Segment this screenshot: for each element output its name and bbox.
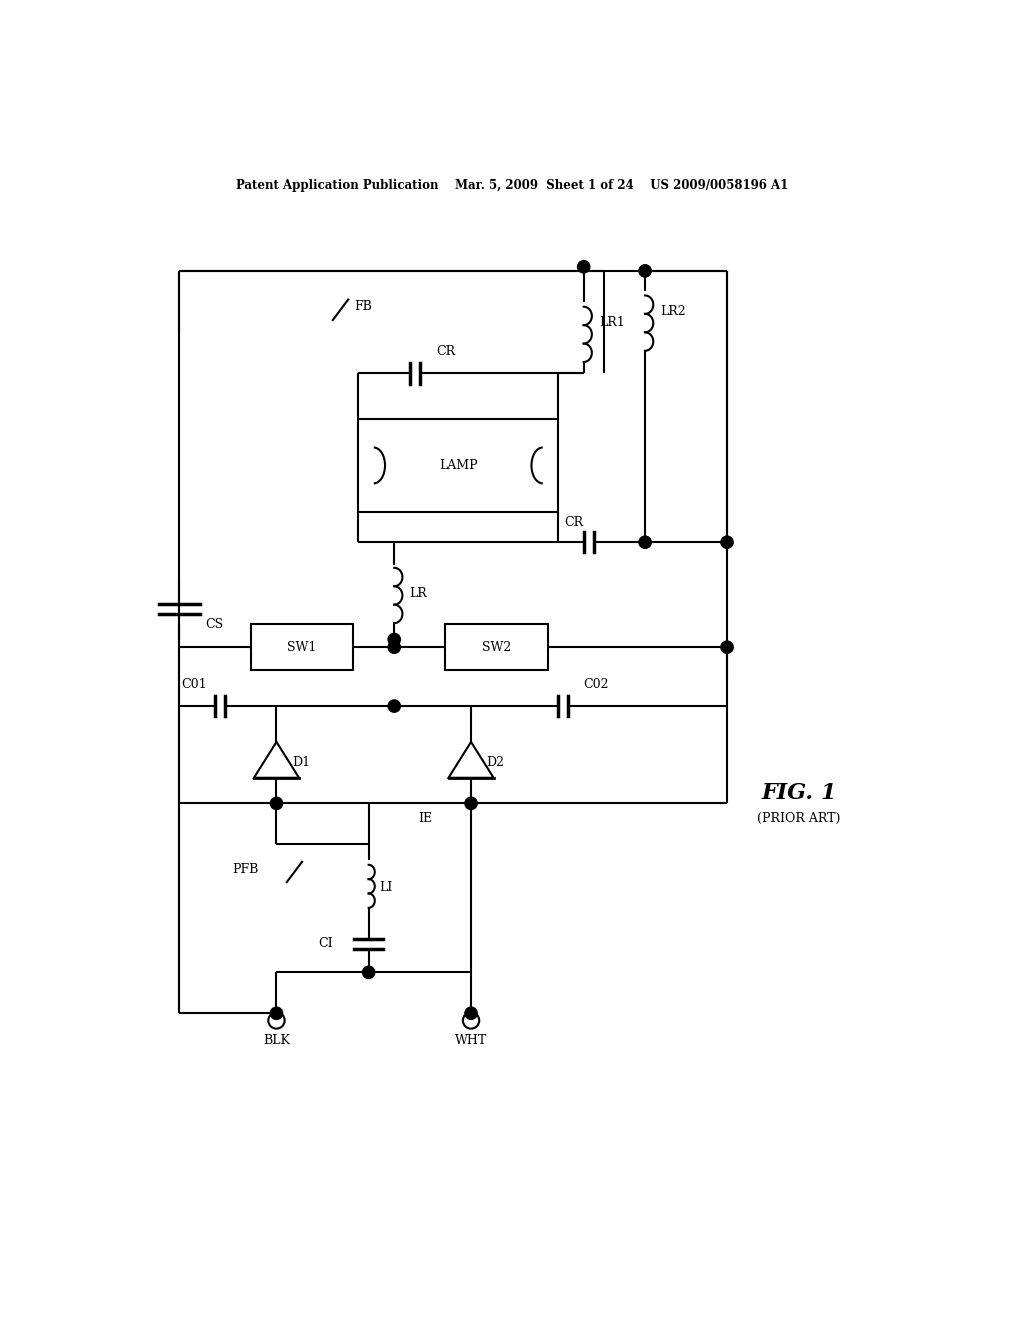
Text: LAMP: LAMP <box>439 459 477 473</box>
Text: FIG. 1: FIG. 1 <box>761 783 837 804</box>
Circle shape <box>388 700 400 713</box>
Text: SW1: SW1 <box>288 640 316 653</box>
Text: SW2: SW2 <box>482 640 511 653</box>
Circle shape <box>465 797 477 809</box>
Text: BLK: BLK <box>263 1034 290 1047</box>
Circle shape <box>272 1010 281 1018</box>
Text: LR: LR <box>410 587 427 599</box>
Text: D2: D2 <box>486 756 505 768</box>
Text: CR: CR <box>436 345 455 358</box>
Circle shape <box>388 642 400 653</box>
Text: C02: C02 <box>584 677 609 690</box>
Circle shape <box>721 536 733 548</box>
Circle shape <box>578 260 590 273</box>
Text: WHT: WHT <box>455 1034 487 1047</box>
Text: D1: D1 <box>292 756 310 768</box>
Circle shape <box>721 642 733 653</box>
Circle shape <box>639 265 651 277</box>
Bar <box>251 624 353 671</box>
Text: (PRIOR ART): (PRIOR ART) <box>757 812 841 825</box>
Text: C01: C01 <box>181 677 208 690</box>
Circle shape <box>362 966 375 978</box>
Bar <box>445 624 548 671</box>
Bar <box>358 420 558 512</box>
Circle shape <box>270 797 283 809</box>
Text: CI: CI <box>318 937 333 950</box>
Circle shape <box>388 634 400 645</box>
Circle shape <box>639 536 651 548</box>
Text: FB: FB <box>354 300 373 313</box>
Text: Patent Application Publication    Mar. 5, 2009  Sheet 1 of 24    US 2009/0058196: Patent Application Publication Mar. 5, 2… <box>236 180 788 193</box>
Circle shape <box>467 1010 475 1018</box>
Text: CR: CR <box>564 516 583 529</box>
Text: CS: CS <box>205 618 223 631</box>
Circle shape <box>270 1007 283 1019</box>
Text: IE: IE <box>418 812 432 825</box>
Text: LR1: LR1 <box>599 315 625 329</box>
Circle shape <box>465 1007 477 1019</box>
Text: LR2: LR2 <box>660 305 686 318</box>
Text: LI: LI <box>379 880 392 894</box>
Text: PFB: PFB <box>232 863 259 876</box>
